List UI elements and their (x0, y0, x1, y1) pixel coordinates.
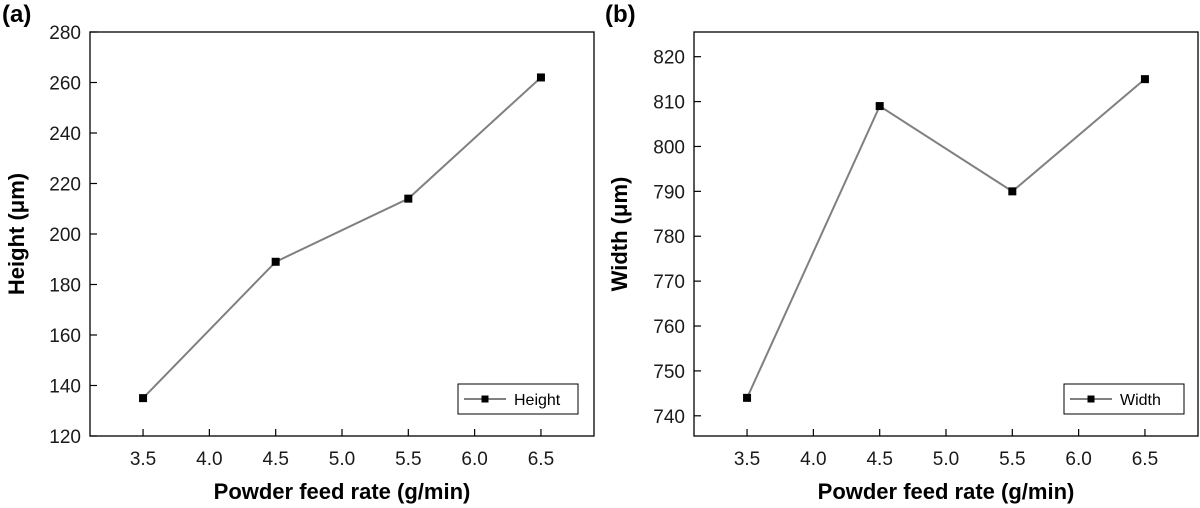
x-tick-label-a-3: 5.0 (329, 449, 355, 470)
plot-area-b (693, 31, 1199, 437)
y-tick-label-a-5: 220 (49, 175, 81, 196)
data-point-a-3 (536, 73, 545, 82)
data-point-a-2 (404, 194, 413, 203)
height-series-line (142, 76, 542, 399)
width-series-line (746, 78, 1146, 399)
y-tick-label-a-8: 280 (49, 23, 81, 44)
data-point-a-1 (271, 257, 280, 266)
chart-panel-a: (a) 3.5 4.0 4.5 5.0 5.5 6.0 6.5 120 140 160 180 20… (2, 1, 595, 504)
legend-label-b: Width (1120, 392, 1161, 409)
legend-label-a: Height (514, 392, 561, 409)
x-tick-label-b-4: 5.5 (999, 449, 1025, 470)
data-point-b-1 (875, 102, 884, 111)
legend-marker-b (1087, 395, 1095, 403)
y-tick-label-b-8: 820 (653, 48, 685, 69)
y-tick-label-a-4: 200 (49, 225, 81, 246)
y-tick-label-b-0: 740 (653, 407, 685, 428)
x-tick-label-b-3: 5.0 (933, 449, 959, 470)
panel-label-b: (b) (605, 1, 636, 28)
y-tick-label-a-7: 260 (49, 74, 81, 95)
x-ticks-a: 3.5 4.0 4.5 5.0 5.5 6.0 6.5 (130, 429, 554, 470)
y-tick-label-b-3: 770 (653, 272, 685, 293)
x-tick-label-a-2: 4.5 (262, 449, 288, 470)
y-tick-label-a-3: 180 (49, 276, 81, 297)
y-ticks-a: 120 140 160 180 200 220 240 260 280 (49, 23, 97, 448)
chart-panel-b: (b) 3.5 4.0 4.5 5.0 5.5 6.0 6.5 740 750 760 770 78… (605, 1, 1199, 504)
x-tick-label-b-2: 4.5 (866, 449, 892, 470)
width-markers (743, 75, 1149, 402)
y-tick-label-a-1: 140 (49, 377, 81, 398)
y-tick-label-b-2: 760 (653, 317, 685, 338)
x-tick-label-a-5: 6.0 (461, 449, 487, 470)
y-tick-label-a-2: 160 (49, 326, 81, 347)
y-ticks-b: 740 750 760 770 780 790 800 810 820 (653, 48, 701, 428)
x-axis-title-a: Powder feed rate (g/min) (214, 479, 471, 504)
data-point-b-0 (743, 393, 752, 402)
legend-b: Width (1063, 383, 1185, 415)
legend-marker-a (481, 395, 489, 403)
x-tick-label-b-6: 6.5 (1132, 449, 1158, 470)
x-tick-label-b-0: 3.5 (734, 449, 760, 470)
y-axis-title-a: Height (μm) (4, 173, 29, 295)
x-tick-label-b-5: 6.0 (1065, 449, 1091, 470)
y-tick-label-b-7: 810 (653, 93, 685, 114)
x-tick-label-b-1: 4.0 (800, 449, 826, 470)
height-markers (139, 73, 545, 403)
y-tick-label-b-5: 790 (653, 182, 685, 203)
legend-a: Height (457, 383, 579, 415)
panel-label-a: (a) (2, 1, 31, 28)
x-tick-label-a-6: 6.5 (528, 449, 554, 470)
data-point-b-3 (1140, 75, 1149, 84)
y-tick-label-b-6: 800 (653, 137, 685, 158)
data-point-b-2 (1008, 187, 1017, 196)
x-tick-label-a-0: 3.5 (130, 449, 156, 470)
y-tick-label-a-6: 240 (49, 124, 81, 145)
y-tick-label-b-1: 750 (653, 362, 685, 383)
y-tick-label-a-0: 120 (49, 427, 81, 448)
x-ticks-b: 3.5 4.0 4.5 5.0 5.5 6.0 6.5 (734, 429, 1158, 470)
y-axis-title-b: Width (μm) (607, 177, 632, 292)
data-point-a-0 (139, 394, 148, 403)
x-axis-title-b: Powder feed rate (g/min) (818, 479, 1075, 504)
x-tick-label-a-1: 4.0 (196, 449, 222, 470)
y-tick-label-b-4: 780 (653, 227, 685, 248)
x-tick-label-a-4: 5.5 (395, 449, 421, 470)
